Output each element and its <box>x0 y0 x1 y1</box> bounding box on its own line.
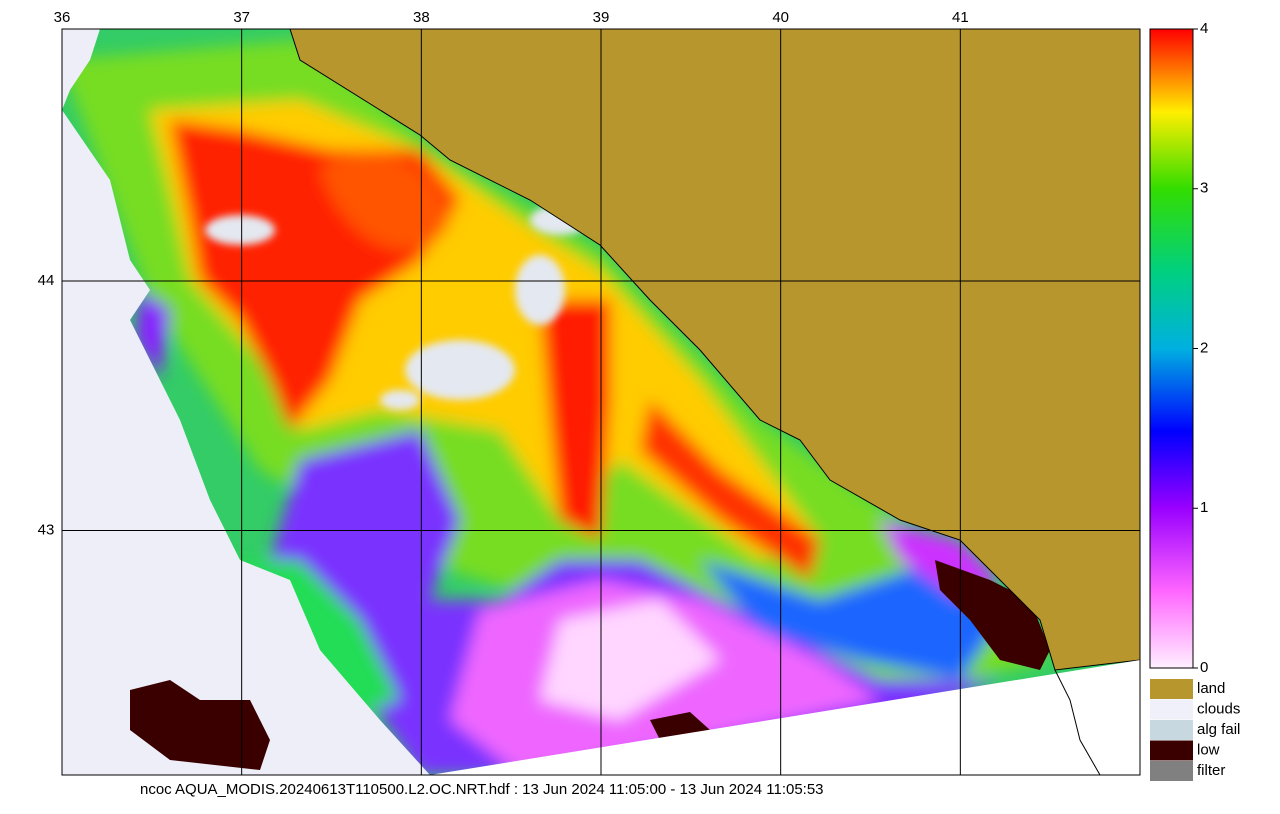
lon-tick-label: 38 <box>413 9 430 26</box>
colorbar-tick-label: 2 <box>1200 339 1208 356</box>
legend-label: alg fail <box>1197 721 1240 738</box>
legend-swatch <box>1150 679 1193 699</box>
colorbar-tick-label: 3 <box>1200 180 1208 197</box>
coastline <box>1054 669 1101 775</box>
legend-swatch <box>1150 720 1193 740</box>
no-data <box>430 660 1140 775</box>
map-frame <box>61 28 1141 776</box>
lat-tick-label: 43 <box>38 521 55 538</box>
legend-label: low <box>1197 741 1220 758</box>
lon-tick-label: 40 <box>772 9 789 26</box>
colorbar-tick-label: 0 <box>1200 659 1208 676</box>
legend-label: land <box>1197 680 1225 697</box>
legend-label: filter <box>1197 762 1225 779</box>
clouds-area <box>62 29 430 775</box>
caption: ncoc AQUA_MODIS.20240613T110500.L2.OC.NR… <box>140 781 824 798</box>
lon-tick-label: 36 <box>54 9 71 26</box>
colorbar-tick-label: 4 <box>1200 20 1208 37</box>
lon-tick-label: 37 <box>233 9 250 26</box>
colorbar <box>1149 28 1194 669</box>
map-image <box>62 29 1140 775</box>
legend-swatch <box>1150 740 1193 761</box>
lon-tick-label: 41 <box>952 9 969 26</box>
legend-label: clouds <box>1197 700 1240 717</box>
lat-tick-label: 44 <box>38 272 55 289</box>
land <box>289 29 1140 671</box>
legend-swatch <box>1150 761 1193 781</box>
legend-swatch <box>1150 699 1193 720</box>
lon-tick-label: 39 <box>593 9 610 26</box>
chlorophyll-field <box>62 40 1050 775</box>
low-areas <box>130 560 1050 770</box>
colorbar-tick-label: 1 <box>1200 499 1208 516</box>
